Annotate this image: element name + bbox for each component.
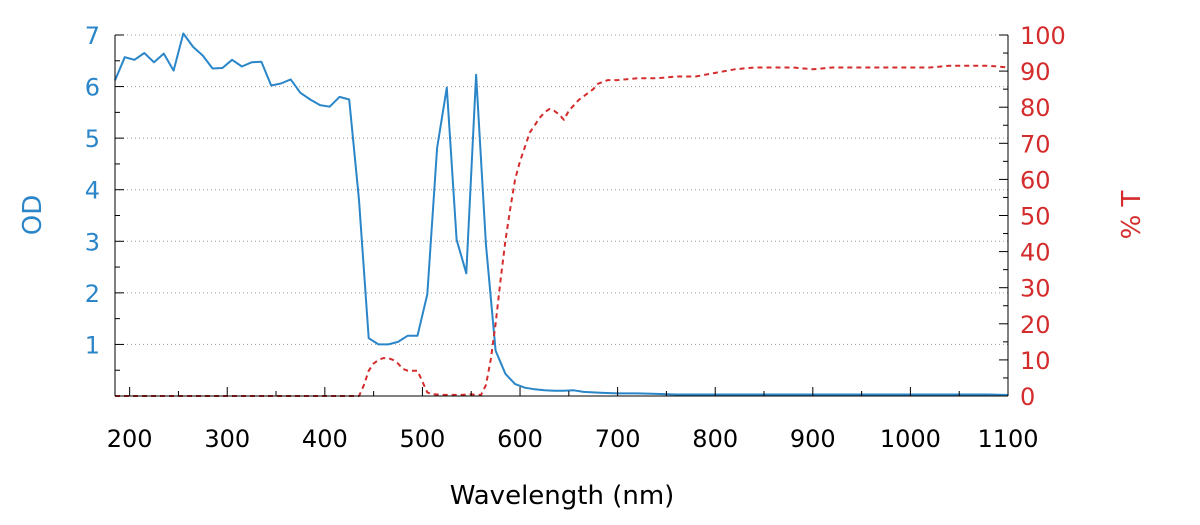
left-tick-label: 4 [85,177,100,205]
x-tick-label: 200 [107,425,153,453]
x-tick-label: 900 [790,425,836,453]
x-axis-title: Wavelength (nm) [450,481,675,511]
left-tick-label: 5 [85,125,100,153]
x-tick-label: 600 [497,425,543,453]
right-tick-label: 90 [1020,58,1051,86]
left-tick-label: 7 [85,22,100,50]
x-tick-label: 700 [595,425,641,453]
tick-labels: 200 300 400 500 600 700 800 900 1000 110012345670… [85,22,1066,453]
x-tick-label: 500 [400,425,446,453]
left-tick-label: 2 [85,280,100,308]
od-line [114,32,1009,396]
x-tick-label: 400 [302,425,348,453]
right-tick-label: 30 [1020,275,1051,303]
right-tick-label: 60 [1020,166,1051,194]
axes [114,34,1009,397]
x-tick-label: 1000 [880,425,941,453]
left-tick-label: 6 [85,74,100,102]
x-tick-label: 1100 [977,425,1038,453]
grid-lines [115,34,1008,345]
left-tick-label: 1 [85,331,100,359]
right-tick-label: 10 [1020,347,1051,375]
right-y-axis-title: % T [1117,190,1147,239]
right-tick-label: 100 [1020,22,1066,50]
transmission-line [115,64,1009,397]
right-tick-label: 70 [1020,130,1051,158]
right-tick-label: 50 [1020,203,1051,231]
series-lines [114,32,1009,397]
right-tick-label: 40 [1020,239,1051,267]
left-tick-label: 3 [85,228,100,256]
right-tick-label: 0 [1020,383,1035,411]
right-tick-label: 80 [1020,94,1051,122]
left-y-axis-title: OD [18,195,48,236]
right-tick-label: 20 [1020,311,1051,339]
x-tick-label: 800 [692,425,738,453]
x-tick-label: 300 [204,425,250,453]
